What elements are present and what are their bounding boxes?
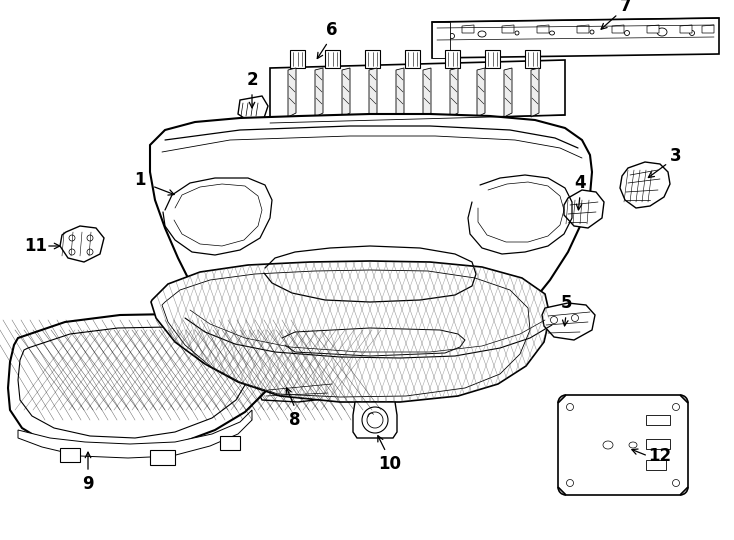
Polygon shape <box>325 50 340 68</box>
Polygon shape <box>680 25 692 33</box>
Text: 6: 6 <box>326 21 338 39</box>
Polygon shape <box>278 370 290 380</box>
Polygon shape <box>450 68 458 117</box>
Polygon shape <box>502 25 514 33</box>
Polygon shape <box>396 68 404 117</box>
Polygon shape <box>315 68 323 117</box>
Polygon shape <box>150 450 175 465</box>
Text: 9: 9 <box>82 475 94 493</box>
Polygon shape <box>646 439 670 449</box>
Polygon shape <box>646 460 666 470</box>
Polygon shape <box>60 448 80 462</box>
Polygon shape <box>504 68 512 117</box>
Polygon shape <box>60 226 104 262</box>
Polygon shape <box>18 410 252 458</box>
Text: 11: 11 <box>24 237 48 255</box>
Polygon shape <box>365 50 380 68</box>
Polygon shape <box>485 50 500 68</box>
Polygon shape <box>162 270 530 397</box>
Polygon shape <box>577 25 589 33</box>
Polygon shape <box>432 18 719 58</box>
Polygon shape <box>308 368 320 378</box>
Text: 2: 2 <box>246 71 258 89</box>
Polygon shape <box>477 68 485 117</box>
Polygon shape <box>564 190 604 228</box>
Polygon shape <box>353 402 397 438</box>
Polygon shape <box>432 22 450 58</box>
Polygon shape <box>151 261 550 402</box>
Polygon shape <box>646 415 670 425</box>
Polygon shape <box>8 314 274 452</box>
Polygon shape <box>220 436 240 450</box>
Text: 1: 1 <box>134 171 146 189</box>
Polygon shape <box>620 162 670 208</box>
Polygon shape <box>405 50 420 68</box>
Polygon shape <box>525 50 540 68</box>
Text: 4: 4 <box>574 174 586 192</box>
Polygon shape <box>445 50 460 68</box>
Text: 12: 12 <box>648 447 672 465</box>
Polygon shape <box>702 25 714 33</box>
Polygon shape <box>369 68 377 117</box>
Polygon shape <box>423 68 431 117</box>
Text: 10: 10 <box>379 455 401 473</box>
Text: 5: 5 <box>560 294 572 312</box>
Polygon shape <box>258 380 338 402</box>
Polygon shape <box>542 303 595 340</box>
Polygon shape <box>342 68 350 117</box>
Polygon shape <box>531 68 539 117</box>
Polygon shape <box>537 25 549 33</box>
Polygon shape <box>151 261 550 402</box>
Polygon shape <box>238 96 268 122</box>
Polygon shape <box>462 25 474 33</box>
Polygon shape <box>290 50 305 68</box>
Polygon shape <box>612 25 624 33</box>
Polygon shape <box>288 68 296 117</box>
Text: 8: 8 <box>289 411 301 429</box>
Polygon shape <box>647 25 659 33</box>
Polygon shape <box>150 114 592 366</box>
Polygon shape <box>270 60 565 123</box>
Text: 7: 7 <box>620 0 632 15</box>
Polygon shape <box>18 327 250 438</box>
Text: 3: 3 <box>670 147 682 165</box>
Polygon shape <box>558 395 688 495</box>
